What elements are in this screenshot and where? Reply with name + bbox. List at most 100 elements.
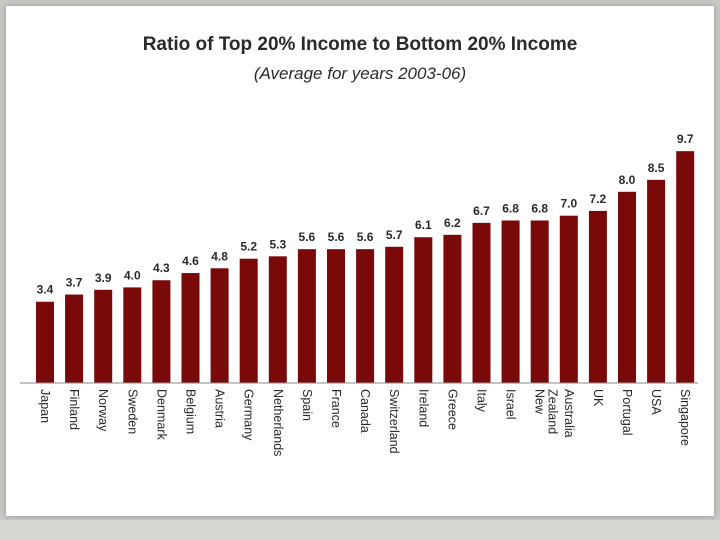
category-label-line: France	[329, 389, 343, 428]
category-label-line: Sweden	[125, 389, 139, 434]
bar-singapore	[676, 151, 695, 383]
value-label-norway: 3.9	[95, 271, 112, 285]
bar-israel	[501, 220, 520, 383]
category-label-line: UK	[591, 389, 605, 407]
category-label-germany: Germany	[242, 389, 256, 441]
bar-belgium	[181, 273, 200, 383]
category-label-line: New	[533, 389, 547, 415]
value-label-sweden: 4.0	[124, 268, 141, 282]
value-label-spain: 5.6	[299, 230, 316, 244]
bar-austria	[210, 268, 229, 383]
category-label-line: Spain	[300, 389, 314, 421]
bar-portugal	[618, 191, 636, 383]
bar-japan	[36, 301, 54, 383]
bottom-bar	[0, 520, 720, 540]
bar-sweden	[123, 287, 142, 383]
value-label-belgium: 4.6	[182, 254, 199, 268]
value-label-usa: 8.5	[648, 161, 665, 175]
bar-greece	[443, 234, 462, 383]
bar-new-zealand	[530, 220, 549, 383]
chart-title: Ratio of Top 20% Income to Bottom 20% In…	[143, 34, 578, 55]
category-label-line: Portugal	[620, 389, 634, 436]
category-label-ireland: Ireland	[416, 389, 430, 427]
category-label-line: Germany	[242, 389, 256, 441]
category-labels-group: Japan Finland Norway Sweden Denmark Belgium Au…	[38, 389, 692, 456]
category-label-line: Italy	[475, 389, 489, 413]
category-label-line: Switzerland	[387, 389, 401, 454]
value-label-ireland: 6.1	[415, 218, 432, 232]
category-label-italy: Italy	[475, 389, 489, 413]
category-label-australia: Australia	[562, 389, 576, 438]
bar-ireland	[414, 237, 433, 383]
category-label-line: Canada	[358, 389, 372, 433]
bar-norway	[94, 289, 113, 383]
category-label-canada: Canada	[358, 389, 372, 433]
category-label-line: Netherlands	[271, 389, 285, 456]
category-label-new-zealand: New Zealand	[533, 389, 560, 434]
category-label-japan: Japan	[38, 389, 52, 423]
category-label-norway: Norway	[96, 389, 110, 432]
category-label-france: France	[329, 389, 343, 428]
category-label-spain: Spain	[300, 389, 314, 421]
value-label-switzerland: 5.7	[386, 228, 403, 242]
bars-group	[36, 151, 695, 383]
value-label-greece: 6.2	[444, 216, 461, 230]
category-label-line: Denmark	[154, 389, 168, 440]
value-label-portugal: 8.0	[619, 173, 636, 187]
category-label-austria: Austria	[213, 389, 227, 428]
value-label-austria: 4.8	[211, 249, 228, 263]
bar-australia	[559, 215, 578, 383]
category-label-line: Austria	[213, 389, 227, 428]
category-label-line: Singapore	[678, 389, 692, 446]
category-label-finland: Finland	[67, 389, 81, 430]
category-label-line: Japan	[38, 389, 52, 423]
bar-italy	[472, 222, 491, 383]
bar-spain	[297, 249, 316, 383]
value-label-uk: 7.2	[590, 192, 607, 206]
bar-netherlands	[268, 256, 287, 383]
value-label-finland: 3.7	[66, 276, 83, 290]
bar-uk	[588, 210, 607, 383]
value-label-france: 5.6	[328, 230, 345, 244]
category-label-line: Israel	[504, 389, 518, 420]
category-label-line: Ireland	[416, 389, 430, 427]
value-label-singapore: 9.7	[677, 132, 694, 146]
category-label-singapore: Singapore	[678, 389, 692, 446]
value-label-israel: 6.8	[502, 201, 519, 215]
category-label-israel: Israel	[504, 389, 518, 420]
category-label-denmark: Denmark	[154, 389, 168, 440]
value-label-germany: 5.2	[240, 240, 257, 254]
category-label-netherlands: Netherlands	[271, 389, 285, 456]
bar-switzerland	[385, 246, 404, 383]
category-label-switzerland: Switzerland	[387, 389, 401, 454]
category-label-greece: Greece	[445, 389, 459, 430]
value-label-netherlands: 5.3	[269, 237, 286, 251]
value-labels-group: 3.4 3.7 3.9 4.0 4.3 4.6 4.8 5.2 5.3 5.6 5.6 5.6 5.7 6…	[37, 132, 694, 297]
value-label-australia: 7.0	[560, 197, 577, 211]
category-label-line: USA	[649, 389, 663, 415]
category-label-portugal: Portugal	[620, 389, 634, 436]
category-label-uk: UK	[591, 389, 605, 407]
bar-chart: Ratio of Top 20% Income to Bottom 20% In…	[20, 34, 698, 456]
bar-usa	[647, 179, 666, 383]
value-label-italy: 6.7	[473, 204, 490, 218]
bar-finland	[65, 294, 84, 383]
category-label-usa: USA	[649, 389, 663, 415]
category-label-line: Australia	[562, 389, 576, 438]
bar-denmark	[152, 280, 171, 383]
category-label-sweden: Sweden	[125, 389, 139, 434]
slide-panel: Ratio of Top 20% Income to Bottom 20% In…	[6, 6, 714, 516]
bar-germany	[239, 258, 258, 383]
value-label-japan: 3.4	[37, 283, 54, 297]
bar-france	[327, 249, 345, 383]
category-label-line: Greece	[445, 389, 459, 430]
value-label-new-zealand: 6.8	[531, 201, 548, 215]
category-label-line: Finland	[67, 389, 81, 430]
value-label-denmark: 4.3	[153, 261, 170, 275]
chart-subtitle: (Average for years 2003-06)	[254, 64, 466, 83]
category-label-line: Zealand	[546, 389, 560, 434]
category-label-belgium: Belgium	[184, 389, 198, 434]
category-label-line: Norway	[96, 389, 110, 432]
value-label-canada: 5.6	[357, 230, 374, 244]
bar-canada	[356, 249, 375, 383]
